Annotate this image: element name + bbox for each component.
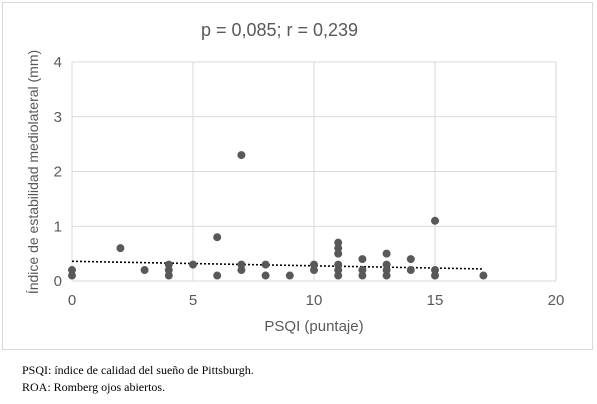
y-tick-label: 4	[54, 54, 62, 71]
caption-roa: ROA: Romberg ojos abiertos.	[22, 380, 166, 394]
chart-title: p = 0,085; r = 0,239	[200, 20, 359, 40]
data-point	[431, 266, 439, 275]
data-point	[382, 271, 391, 280]
x-tick-labels: 0 5 10 15 20	[68, 292, 565, 309]
x-axis-label: PSQI (puntaje)	[264, 318, 363, 335]
data-point	[431, 216, 439, 225]
data-point	[237, 151, 246, 160]
caption-psqi: PSQI: índice de calidad del sueño de Pit…	[22, 363, 254, 377]
data-point	[68, 271, 76, 280]
data-point	[334, 244, 343, 253]
data-point	[382, 260, 391, 269]
data-point	[382, 249, 391, 258]
y-tick-label: 0	[54, 273, 62, 290]
data-point	[213, 233, 222, 242]
x-tick-label: 20	[548, 292, 565, 309]
data-point	[334, 260, 343, 269]
data-points	[68, 151, 488, 280]
data-point	[189, 260, 197, 269]
data-point	[140, 266, 149, 275]
data-point	[164, 271, 173, 280]
chart-frame	[2, 2, 593, 350]
data-point	[358, 271, 367, 280]
y-tick-label: 3	[54, 109, 62, 126]
trendline-group	[71, 260, 484, 270]
data-point	[285, 271, 294, 280]
data-point	[237, 266, 246, 275]
scatter-plot: 0 1 2 3 4 0 5 10 15 20 PSQI (puntaje) Índice de …	[25, 50, 565, 335]
data-point	[213, 271, 222, 280]
data-point	[116, 244, 125, 253]
data-point	[164, 266, 173, 275]
data-point	[164, 260, 173, 269]
data-point	[68, 266, 76, 275]
data-point	[310, 266, 318, 275]
data-point	[310, 260, 318, 269]
gridlines	[71, 61, 557, 282]
y-tick-labels: 0 1 2 3 4	[54, 54, 62, 290]
data-point	[334, 271, 343, 280]
data-point	[334, 238, 343, 247]
data-point	[334, 266, 343, 275]
data-point	[479, 271, 488, 280]
data-point	[431, 271, 439, 280]
y-axis-label: Índice de estabilidad mediolateral (mm)	[25, 50, 41, 294]
data-point	[358, 266, 367, 275]
data-point	[358, 255, 367, 264]
data-point	[406, 255, 415, 264]
data-point	[334, 249, 343, 258]
data-point	[406, 266, 415, 275]
data-point	[237, 260, 246, 269]
data-point	[382, 266, 391, 275]
y-tick-label: 1	[54, 218, 62, 235]
data-point	[261, 260, 270, 269]
x-tick-label: 15	[427, 292, 444, 309]
x-tick-label: 10	[306, 292, 323, 309]
y-tick-label: 2	[54, 164, 62, 181]
x-tick-label: 0	[68, 292, 76, 309]
trendline	[71, 260, 484, 270]
x-tick-label: 5	[189, 292, 197, 309]
data-point	[261, 271, 270, 280]
